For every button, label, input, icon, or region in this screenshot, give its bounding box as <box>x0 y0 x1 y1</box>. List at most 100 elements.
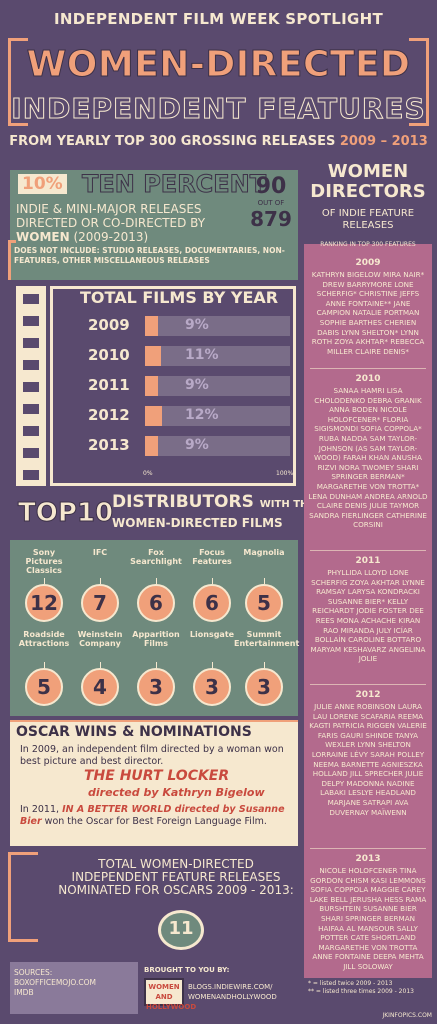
films-by-year-title: TOTAL FILMS BY YEAR <box>80 288 279 307</box>
distributor-pin <box>100 662 101 668</box>
oscar-panel <box>10 722 298 846</box>
directors-year-label: 2013 <box>355 854 381 864</box>
ten-percent-count: 90 OUT OF 879 <box>246 174 296 231</box>
distributors-title-line1-text: DISTRIBUTORS <box>112 492 254 512</box>
distributor-pin <box>212 578 213 584</box>
directors-year-label: 2009 <box>355 258 381 268</box>
distributor-pin <box>44 578 45 584</box>
oscar-p2-post: won the Oscar for Best Foreign Language … <box>44 816 267 827</box>
directors-year-names: NICOLE HOLOFCENER TINA GORDON CHISM KASI… <box>309 866 427 971</box>
directors-year-names: KATHRYN BIGELOW MIRA NAIR* DREW BARRYMOR… <box>311 270 425 356</box>
oscar-divider <box>10 720 298 723</box>
ten-percent-body-pre: INDIE & MINI-MAJOR RELEASES DIRECTED OR … <box>16 202 206 230</box>
header-kicker: INDEPENDENT FILM WEEK SPOTLIGHT <box>53 10 384 28</box>
oscar-total-bracket <box>8 852 38 942</box>
directors-year-names: PHYLLIDA LLOYD LONE SCHERFIG ZOYA AKHTAR… <box>310 568 426 664</box>
distributor-pin <box>212 662 213 668</box>
header-bracket-left <box>8 38 28 126</box>
film-year-value: 9% <box>185 377 209 393</box>
source-1: BOXOFFICEMOJO.COM <box>14 978 96 987</box>
oscar-paragraph-2: In 2011, IN A BETTER WORLD directed by S… <box>20 804 290 828</box>
film-year-label: 2010 <box>88 346 130 364</box>
sources-text: SOURCES: BOXOFFICEMOJO.COM IMDB <box>14 968 96 998</box>
distributor-name: Weinstein Company <box>77 630 123 648</box>
count-mid: OUT OF <box>257 199 285 207</box>
axis-max-label: 100% <box>276 470 294 477</box>
distributor-count: 6 <box>193 584 231 622</box>
directors-column <box>304 160 432 978</box>
footnote-2: ** = listed three times 2009 - 2013 <box>308 988 414 995</box>
ten-percent-title: TEN PERCENT <box>81 170 267 199</box>
link-1[interactable]: BLOGS.INDIEWIRE.COM/ <box>188 983 273 991</box>
distributor-count: 6 <box>137 584 175 622</box>
distributor-name: Lionsgate <box>189 630 235 639</box>
film-year-value: 11% <box>185 347 219 363</box>
film-year-track: 11% <box>145 346 290 366</box>
distributors-title-num: 10 <box>76 498 114 529</box>
page-title: WOMEN-DIRECTED <box>26 44 411 86</box>
year-divider <box>310 684 426 685</box>
distributor-name: Apparition Films <box>132 630 180 648</box>
distributor-count: 3 <box>193 668 231 706</box>
directors-year-names: SANAA HAMRI LISA CHOLODENKO DEBRA GRANIK… <box>308 386 428 530</box>
distributor-name: Sony Pictures Classics <box>25 548 63 575</box>
film-year-label: 2011 <box>88 376 130 394</box>
sources-label: SOURCES: <box>14 968 53 977</box>
source-2: IMDB <box>14 988 34 997</box>
header-line: FROM YEARLY TOP 300 GROSSING RELEASES 20… <box>0 134 437 149</box>
credit[interactable]: JKINFOPICS.COM <box>382 1012 432 1019</box>
distributor-name: Roadside Attractions <box>18 630 70 648</box>
distributor-count: 3 <box>245 668 283 706</box>
distributor-count: 12 <box>25 584 63 622</box>
distributor-count: 3 <box>137 668 175 706</box>
film-year-bar <box>145 346 161 366</box>
directors-title: WOMEN DIRECTORS <box>310 161 426 202</box>
directors-year-label: 2010 <box>355 374 381 384</box>
distributor-count: 7 <box>81 584 119 622</box>
film-year-track: 9% <box>145 436 290 456</box>
distributors-title-line3: WOMEN-DIRECTED FILMS <box>112 516 283 530</box>
page-subtitle: INDEPENDENT FEATURES <box>11 92 426 126</box>
ten-percent-body-post: (2009-2013) <box>73 230 149 244</box>
film-year-label: 2009 <box>88 316 130 334</box>
year-divider <box>310 550 426 551</box>
film-year-bar <box>145 436 159 456</box>
year-divider <box>310 848 426 849</box>
film-year-bar <box>145 406 163 426</box>
film-year-label: 2013 <box>88 436 130 454</box>
distributor-pin <box>156 578 157 584</box>
oscar-title: OSCAR WINS & NOMINATIONS <box>16 724 252 740</box>
distributor-count: 5 <box>245 584 283 622</box>
directors-header <box>304 160 432 244</box>
film-strip-icon <box>16 286 46 486</box>
distributor-name: Focus Features <box>192 548 232 566</box>
film-year-track: 12% <box>145 406 290 426</box>
film-year-value: 9% <box>185 317 209 333</box>
film-year-track: 9% <box>145 316 290 336</box>
brought-links[interactable]: BLOGS.INDIEWIRE.COM/ WOMENANDHOLLYWOOD <box>188 982 277 1002</box>
film-year-track: 9% <box>145 376 290 396</box>
directors-year-label: 2012 <box>355 690 381 700</box>
distributor-name: Fox Searchlight <box>130 548 182 566</box>
distributors-title-top-word: TOP <box>18 498 78 529</box>
axis-min-label: 0% <box>143 470 153 477</box>
link-2[interactable]: WOMENANDHOLLYWOOD <box>188 993 277 1001</box>
distributor-pin <box>264 662 265 668</box>
directors-ranking-note: RANKING IN TOP 300 FEATURES <box>320 241 416 248</box>
header-line-text: FROM YEARLY TOP 300 GROSSING RELEASES <box>9 134 336 149</box>
film-year-bar <box>145 376 159 396</box>
ten-percent-body: INDIE & MINI-MAJOR RELEASES DIRECTED OR … <box>16 202 246 244</box>
film-year-label: 2012 <box>88 406 130 424</box>
note-bracket <box>8 240 16 280</box>
oscar-film-1: THE HURT LOCKER <box>84 768 230 784</box>
sources-panel <box>10 962 138 1014</box>
directors-footnotes: * = listed twice 2009 - 2013 ** = listed… <box>308 980 432 996</box>
distributor-name: Summit Entertainment <box>234 630 300 648</box>
distributor-name: IFC <box>92 548 108 557</box>
oscar-p2-pre: In 2011, <box>20 804 60 815</box>
women-and-hollywood-logo: WOMEN AND HOLLYWOOD <box>144 978 196 1011</box>
oscar-p2-film: IN A BETTER WORLD directed by Susanne Bi… <box>20 804 285 827</box>
distributor-pin <box>44 662 45 668</box>
film-year-value: 12% <box>185 407 219 423</box>
ten-percent-body-bold: WOMEN <box>16 230 70 244</box>
